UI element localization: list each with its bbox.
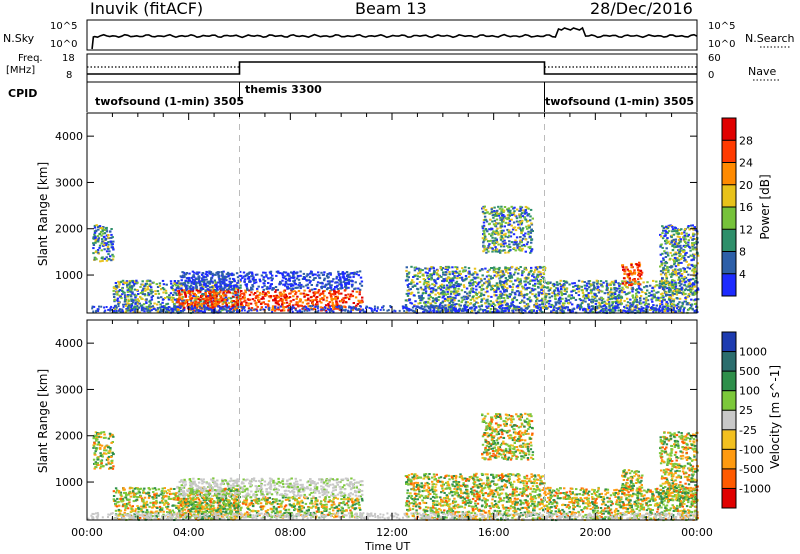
nsearch-label: N.Search	[745, 32, 795, 45]
power-echo-region	[621, 261, 644, 287]
power-echo-region	[176, 270, 364, 291]
nsky-tick-top: 10^5	[50, 21, 78, 32]
velocity-ytick-label: 2000	[55, 430, 83, 443]
velocity-echo-region	[658, 431, 699, 503]
freq-tick-top: 18	[62, 53, 75, 64]
xtick-label: 00:00	[681, 526, 713, 539]
velocity-colorbar-segment	[722, 390, 736, 411]
nsearch-tick-top: 10^5	[708, 21, 736, 32]
freq-unit-label: [MHz]	[6, 65, 36, 76]
velocity-colorbar-segment	[722, 410, 736, 431]
nave-label: Nave	[748, 65, 777, 78]
power-colorbar-segment	[722, 140, 736, 163]
velocity-colorbar-frame	[721, 331, 737, 509]
power-colorbar-tick-label: 12	[739, 223, 753, 236]
power-colorbar-segment	[722, 184, 736, 208]
velocity-ytick-label: 1000	[55, 476, 83, 489]
power-colorbar-segment	[722, 273, 736, 297]
xtick-label: 04:00	[173, 526, 205, 539]
velocity-colorbar-segment	[722, 371, 736, 392]
velocity-colorbar-segment	[722, 351, 736, 372]
velocity-colorbar-tick-label: -500	[739, 463, 764, 476]
date-title: 28/Dec/2016	[590, 0, 693, 18]
cpid-mode-2: themis 3300	[245, 83, 322, 96]
velocity-colorbar-segment	[722, 429, 736, 450]
power-floor-band	[91, 305, 699, 313]
power-echo-region	[92, 224, 115, 263]
power-echo-region	[112, 279, 242, 314]
beam-title: Beam 13	[355, 0, 427, 18]
nsky-line	[91, 26, 698, 50]
nsky-tick-bottom: 10^0	[50, 39, 78, 50]
nave-tick-top: 60	[708, 53, 721, 64]
station-title: Inuvik (fitACF)	[90, 0, 204, 18]
freq-tick-bottom: 8	[66, 70, 73, 81]
velocity-ytick-label: 3000	[55, 383, 83, 396]
nsearch-tick-bottom: 10^0	[708, 39, 736, 50]
nsky-frame	[86, 19, 698, 51]
xtick-label: 16:00	[478, 526, 510, 539]
velocity-colorbar-tick-label: 100	[739, 385, 760, 398]
xtick-label: 20:00	[579, 526, 611, 539]
velocity-plot-bg	[87, 320, 697, 520]
velocity-echo-region	[92, 431, 115, 470]
power-ytick-label: 2000	[55, 223, 83, 236]
power-colorbar-tick-label: 28	[739, 134, 753, 147]
power-ytick-label: 3000	[55, 176, 83, 189]
velocity-colorbar-tick-label: -1000	[739, 482, 771, 495]
xtick-label: 00:00	[71, 526, 103, 539]
nsky-label: N.Sky	[3, 32, 35, 45]
velocity-colorbar-tick-label: -25	[739, 424, 757, 437]
power-colorbar-segment	[722, 207, 736, 230]
velocity-colorbar-segment	[722, 332, 736, 353]
power-ytick-label: 4000	[55, 130, 83, 143]
frequency-line	[87, 61, 697, 75]
velocity-colorbar-segment	[722, 449, 736, 470]
power-colorbar-tick-label: 20	[739, 179, 753, 192]
power-echo-region	[481, 205, 534, 254]
velocity-colorbar-tick-label: 25	[739, 404, 753, 417]
power-colorbar-segment	[722, 162, 736, 186]
power-colorbar-tick-label: 16	[739, 201, 753, 214]
velocity-colorbar-tick-label: 1000	[739, 346, 767, 359]
power-colorbar-segment	[722, 229, 736, 252]
xtick-label: 08:00	[274, 526, 306, 539]
velocity-colorbar-segment	[722, 468, 736, 489]
velocity-ytick-label: 4000	[55, 337, 83, 350]
xtick-label: 12:00	[376, 526, 408, 539]
velocity-colorbar-segment	[722, 488, 736, 509]
power-colorbar-tick-label: 4	[739, 268, 746, 281]
power-colorbar-segment	[722, 118, 736, 141]
power-echo-region	[659, 224, 700, 296]
cpid-mode-3: twofsound (1-min) 3505	[545, 95, 695, 108]
power-echo-region	[404, 265, 547, 315]
power-colorbar-tick-label: 8	[739, 246, 746, 259]
power-colorbar-tick-label: 24	[739, 157, 753, 170]
freq-frame	[86, 53, 698, 83]
velocity-echo-region	[621, 469, 644, 494]
cpid-label: CPID	[8, 87, 38, 100]
freq-label: Freq.	[18, 53, 43, 64]
velocity-echo-region	[481, 412, 535, 461]
velocity-echo-region	[176, 477, 364, 498]
xlabel: Time UT	[365, 540, 411, 553]
velocity-colorbar-tick-label: 500	[739, 365, 760, 378]
nave-tick-bottom: 0	[708, 70, 715, 81]
cpid-mode-1: twofsound (1-min) 3505	[95, 95, 245, 108]
velocity-colorbar-tick-label: -100	[739, 443, 764, 456]
power-colorbar-segment	[722, 251, 736, 275]
power-ytick-label: 1000	[55, 269, 83, 282]
